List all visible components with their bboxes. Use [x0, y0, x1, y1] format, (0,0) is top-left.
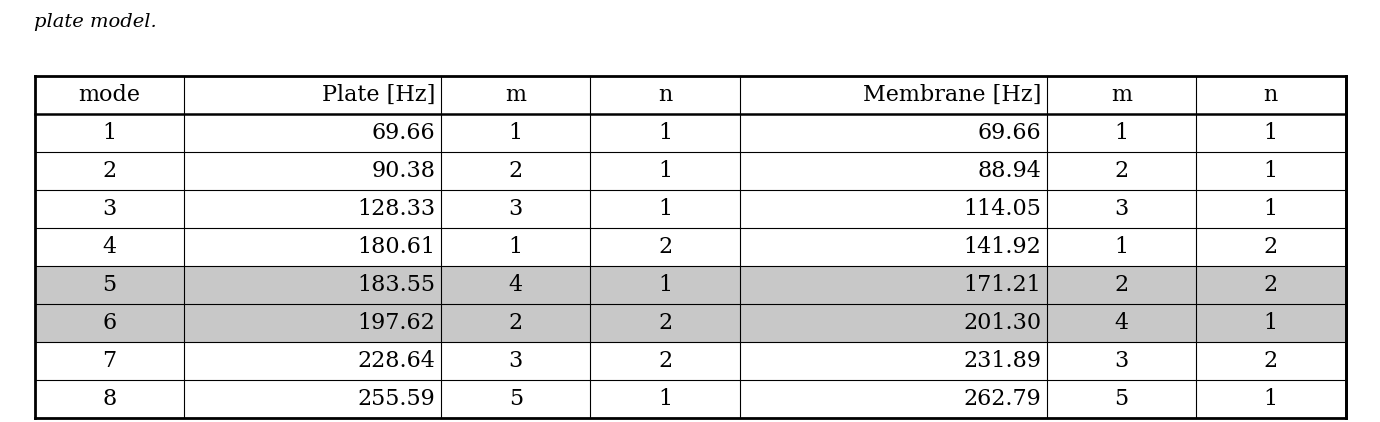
Text: 2: 2 [102, 160, 116, 182]
Text: mode: mode [79, 84, 141, 106]
Text: 5: 5 [1115, 388, 1129, 410]
Text: 1: 1 [658, 274, 672, 296]
Text: m: m [1111, 84, 1132, 106]
Text: 88.94: 88.94 [977, 160, 1042, 182]
Text: 1: 1 [1115, 236, 1129, 258]
Text: 1: 1 [658, 122, 672, 144]
Text: 231.89: 231.89 [963, 350, 1042, 372]
Text: 2: 2 [1264, 236, 1278, 258]
Text: 5: 5 [102, 274, 116, 296]
Text: 1: 1 [1115, 122, 1129, 144]
Text: 2: 2 [509, 312, 523, 334]
Text: 1: 1 [658, 198, 672, 220]
Text: 2: 2 [1264, 274, 1278, 296]
Text: 2: 2 [1115, 274, 1129, 296]
Text: 3: 3 [509, 198, 523, 220]
Text: 114.05: 114.05 [963, 198, 1042, 220]
Bar [34, 266, 1346, 304]
Text: 1: 1 [509, 236, 523, 258]
Text: 228.64: 228.64 [357, 350, 436, 372]
Text: plate model.: plate model. [34, 13, 157, 31]
Text: 1: 1 [658, 388, 672, 410]
Text: 2: 2 [509, 160, 523, 182]
Text: m: m [505, 84, 526, 106]
Text: 3: 3 [1114, 198, 1129, 220]
Text: 1: 1 [1264, 198, 1278, 220]
Text: 69.66: 69.66 [977, 122, 1042, 144]
Text: 1: 1 [1264, 388, 1278, 410]
Text: n: n [1264, 84, 1278, 106]
Text: 4: 4 [509, 274, 523, 296]
Text: 1: 1 [509, 122, 523, 144]
Text: n: n [658, 84, 672, 106]
Text: 8: 8 [102, 388, 116, 410]
Text: 2: 2 [658, 350, 672, 372]
Text: 2: 2 [1264, 350, 1278, 372]
Text: 7: 7 [102, 350, 116, 372]
Text: 3: 3 [1114, 350, 1129, 372]
Text: 2: 2 [1115, 160, 1129, 182]
Text: 201.30: 201.30 [963, 312, 1042, 334]
Text: 180.61: 180.61 [357, 236, 436, 258]
Text: 183.55: 183.55 [357, 274, 436, 296]
Bar [34, 304, 1346, 342]
Text: 4: 4 [102, 236, 116, 258]
Text: 141.92: 141.92 [963, 236, 1042, 258]
Text: 4: 4 [1115, 312, 1129, 334]
Text: 90.38: 90.38 [371, 160, 436, 182]
Text: 1: 1 [1264, 312, 1278, 334]
Text: 171.21: 171.21 [963, 274, 1042, 296]
Text: 128.33: 128.33 [357, 198, 436, 220]
Text: 3: 3 [509, 350, 523, 372]
Text: Membrane [Hz]: Membrane [Hz] [862, 84, 1042, 106]
Text: 6: 6 [102, 312, 116, 334]
Text: 1: 1 [1264, 160, 1278, 182]
Text: 2: 2 [658, 236, 672, 258]
Text: 69.66: 69.66 [373, 122, 436, 144]
Text: 3: 3 [102, 198, 116, 220]
Text: 1: 1 [1264, 122, 1278, 144]
Text: 1: 1 [658, 160, 672, 182]
Text: 1: 1 [102, 122, 116, 144]
Text: 262.79: 262.79 [963, 388, 1042, 410]
Text: 5: 5 [509, 388, 523, 410]
Text: 2: 2 [658, 312, 672, 334]
Text: 197.62: 197.62 [357, 312, 436, 334]
Text: 255.59: 255.59 [357, 388, 436, 410]
Text: Plate [Hz]: Plate [Hz] [322, 84, 436, 106]
